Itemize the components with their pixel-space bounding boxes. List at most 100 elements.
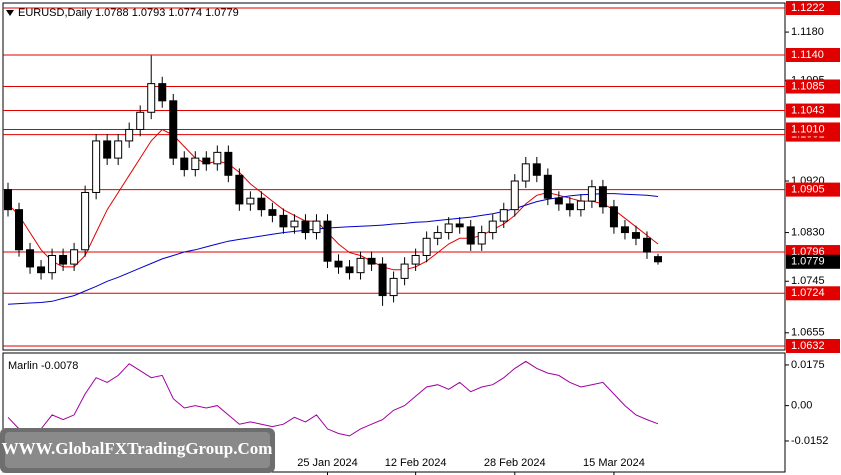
x-tick-label: 28 Feb 2024 bbox=[484, 457, 546, 469]
indicator-panel bbox=[2, 352, 786, 473]
candle-body bbox=[103, 140, 112, 159]
candle-body bbox=[642, 237, 651, 253]
level-label-box bbox=[786, 182, 840, 197]
x-tick-label: 12 Feb 2024 bbox=[385, 457, 447, 469]
candle-body bbox=[301, 220, 310, 234]
candle-body bbox=[587, 186, 596, 202]
x-tick-label: 15 Mar 2024 bbox=[583, 457, 645, 469]
level-label-box bbox=[786, 338, 840, 353]
candle-body bbox=[268, 209, 277, 216]
candle-body bbox=[620, 226, 629, 234]
candle-body bbox=[224, 151, 233, 176]
candle-body bbox=[466, 226, 475, 245]
menu-arrow bbox=[6, 10, 14, 16]
candle-body bbox=[356, 257, 365, 274]
candle-body bbox=[125, 128, 134, 142]
candle-body bbox=[488, 220, 497, 234]
candle-body bbox=[576, 200, 585, 211]
level-label-box bbox=[786, 122, 840, 137]
candle-body bbox=[510, 180, 519, 211]
candle-body bbox=[158, 83, 167, 102]
level-label: 1.0905 bbox=[791, 184, 825, 196]
level-label-box bbox=[786, 47, 840, 62]
candle-body bbox=[235, 174, 244, 205]
chart-title: EURUSD,Daily 1.0788 1.0793 1.0774 1.0779 bbox=[18, 7, 239, 19]
y-tick-label: 0.00 bbox=[791, 400, 812, 412]
candle-body bbox=[92, 140, 101, 193]
watermark: WWW.GlobalFXTradingGroup.Com bbox=[0, 428, 275, 473]
candle-body bbox=[136, 111, 145, 130]
candle-body bbox=[654, 256, 662, 263]
level-label: 1.1010 bbox=[791, 123, 825, 135]
price-label: 1.0779 bbox=[791, 256, 825, 268]
y-tick-label: 1.1180 bbox=[791, 26, 824, 38]
candle-body bbox=[609, 206, 618, 228]
candle-body bbox=[114, 140, 123, 159]
candle-body bbox=[543, 174, 552, 199]
watermark-inner bbox=[5, 432, 270, 468]
candle-body bbox=[279, 214, 288, 228]
y-tick-label: 1.0745 bbox=[791, 275, 825, 287]
line-series bbox=[7, 193, 659, 305]
level-label-box bbox=[786, 1, 840, 16]
candle-body bbox=[180, 157, 189, 171]
candle-body bbox=[169, 100, 178, 159]
candle-body bbox=[202, 157, 211, 165]
candle-body bbox=[15, 209, 24, 251]
level-label-box bbox=[786, 286, 840, 301]
candle-body bbox=[598, 186, 607, 208]
level-label: 1.1043 bbox=[791, 104, 825, 116]
candle-body bbox=[521, 163, 530, 182]
y-tick-label: 0.0175 bbox=[791, 359, 825, 371]
candle-body bbox=[389, 277, 398, 297]
level-label: 1.1140 bbox=[791, 49, 824, 61]
candle-body bbox=[323, 220, 332, 262]
candle-body bbox=[70, 249, 79, 265]
candle-body bbox=[455, 223, 464, 228]
candle-body bbox=[400, 263, 409, 279]
level-label-box bbox=[786, 103, 840, 118]
candle-body bbox=[147, 83, 156, 113]
candle-body bbox=[59, 254, 68, 265]
candle-body bbox=[213, 151, 222, 165]
candle-body bbox=[554, 197, 563, 205]
candle-body bbox=[257, 197, 266, 211]
candle-body bbox=[37, 266, 46, 274]
candle-body bbox=[367, 257, 376, 265]
candle-body bbox=[477, 232, 486, 245]
candle-body bbox=[312, 220, 321, 234]
price-label-box bbox=[786, 254, 840, 269]
y-tick-label: -0.0152 bbox=[791, 435, 828, 447]
level-label: 1.1085 bbox=[791, 80, 825, 92]
candle-body bbox=[191, 157, 200, 171]
candle-body bbox=[532, 163, 541, 176]
candle-body bbox=[499, 209, 508, 222]
candle-body bbox=[565, 203, 574, 211]
candle-body bbox=[246, 197, 255, 205]
y-tick-label: 1.0830 bbox=[791, 226, 825, 238]
candle-body bbox=[378, 263, 387, 297]
candle-body bbox=[81, 191, 90, 251]
candle-body bbox=[444, 223, 453, 234]
level-label: 1.0724 bbox=[791, 287, 825, 299]
level-label: 1.1222 bbox=[791, 2, 825, 14]
candle-body bbox=[48, 254, 57, 274]
level-label-box bbox=[786, 79, 840, 94]
x-tick-label: 25 Jan 2024 bbox=[297, 457, 358, 469]
main-panel bbox=[2, 2, 786, 351]
candle-body bbox=[4, 189, 12, 211]
level-label: 1.0632 bbox=[791, 340, 825, 352]
candle-body bbox=[26, 249, 35, 268]
y-tick-label: 1.0655 bbox=[791, 327, 825, 339]
indicator-title: Marlin -0.0078 bbox=[8, 360, 78, 372]
candle-body bbox=[433, 232, 442, 239]
watermark-text: WWW.GlobalFXTradingGroup.Com bbox=[2, 439, 273, 458]
candle-body bbox=[631, 232, 640, 239]
candle-body bbox=[334, 260, 343, 268]
candle-body bbox=[345, 266, 354, 274]
candle-body bbox=[411, 254, 420, 265]
line-series bbox=[7, 360, 659, 437]
candle-body bbox=[290, 220, 299, 228]
